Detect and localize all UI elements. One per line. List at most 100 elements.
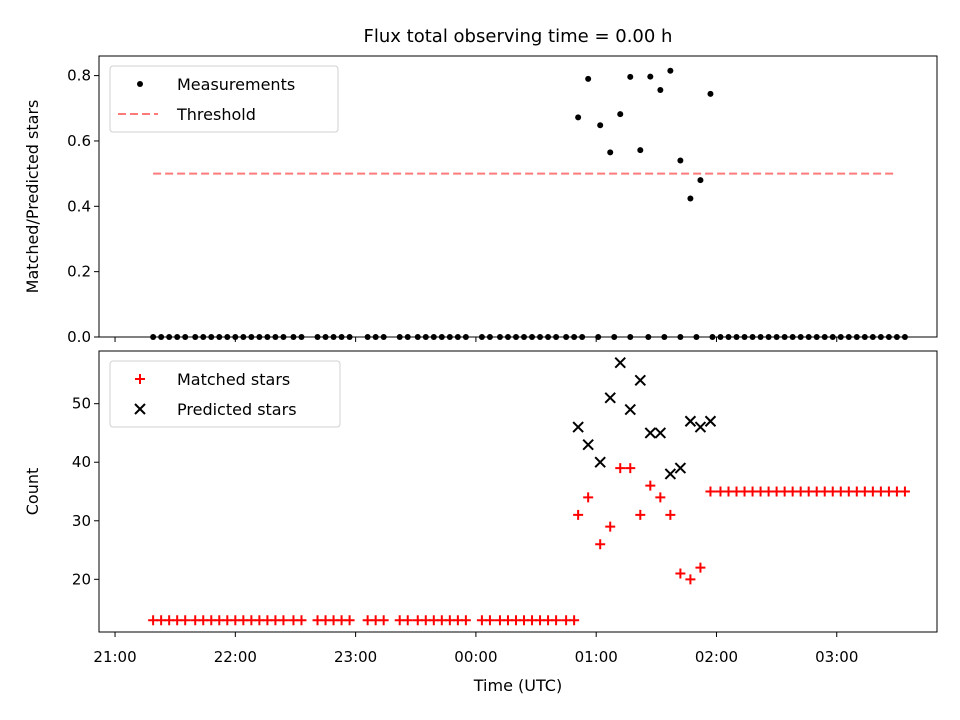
measurement-point (232, 334, 239, 340)
measurement-point (869, 334, 876, 340)
predicted-star-marker (624, 403, 636, 416)
measurement-point (322, 334, 329, 340)
measurement-point (208, 334, 215, 340)
matched-star-marker (645, 480, 656, 491)
measurement-point (877, 334, 884, 340)
measurement-point (192, 334, 199, 340)
measurement-point (200, 334, 207, 340)
matched-star-marker (635, 509, 646, 520)
matched-star-marker (605, 521, 616, 532)
measurement-point (364, 334, 371, 340)
matched-star-marker (378, 615, 389, 626)
y-axis-label: Matched/Predicted stars (23, 100, 42, 294)
matched-star-marker (675, 568, 686, 579)
measurement-point (901, 334, 908, 340)
measurement-point (280, 334, 287, 340)
predicted-star-marker (644, 427, 657, 439)
measurement-point (893, 334, 900, 340)
measurement-point (645, 334, 652, 340)
measurement-point (224, 334, 231, 340)
predicted-star-marker (582, 438, 594, 451)
measurement-point (496, 334, 503, 340)
legend-label: Matched stars (177, 370, 290, 389)
measurement-point (454, 334, 461, 340)
measurement-point (595, 334, 602, 340)
predicted-star-marker (684, 415, 697, 427)
measurement-point (478, 334, 485, 340)
measurement-point (637, 147, 644, 154)
measurement-point (813, 334, 820, 340)
measurement-point (861, 334, 868, 340)
measurement-point (290, 334, 297, 340)
matched-star-marker (573, 509, 584, 520)
measurement-point (657, 86, 664, 93)
measurement-point (749, 334, 756, 340)
chart-title: Flux total observing time = 0.00 h (364, 26, 673, 47)
y-tick-label: 0.6 (67, 132, 91, 150)
predicted-star-marker (594, 456, 606, 468)
measurement-point (647, 73, 654, 80)
matched-star-marker (655, 492, 666, 503)
matched-star-marker (278, 615, 289, 626)
measurement-point (571, 334, 578, 340)
measurement-point (330, 334, 337, 340)
matched-star-marker (180, 615, 191, 626)
predicted-star-marker (694, 421, 707, 433)
measurement-point (338, 334, 345, 340)
legend-label: Predicted stars (177, 400, 297, 419)
measurement-point (805, 334, 812, 340)
measurement-point (733, 334, 740, 340)
measurement-point (797, 334, 804, 340)
measurement-point (504, 334, 511, 340)
matched-star-marker (551, 615, 562, 626)
x-tick-label: 23:00 (334, 648, 377, 666)
measurement-point (575, 114, 582, 121)
measurement-point (182, 334, 189, 340)
matched-star-marker (899, 486, 910, 497)
measurement-point (216, 334, 223, 340)
y-tick-label: 20 (72, 570, 91, 588)
x-tick-label: 02:00 (695, 648, 738, 666)
measurement-point (837, 334, 844, 340)
matched-star-marker (296, 615, 307, 626)
measurement-point (256, 334, 263, 340)
x-axis-label: Time (UTC) (473, 676, 562, 695)
y-tick-label: 0.0 (67, 328, 91, 346)
legend-label: Measurements (177, 75, 295, 94)
measurement-point (264, 334, 271, 340)
predicted-star-marker (664, 468, 677, 480)
measurement-point (773, 334, 780, 340)
measurement-point (667, 67, 674, 74)
measurement-point (529, 334, 536, 340)
measurement-point (537, 334, 544, 340)
x-tick-label: 00:00 (454, 648, 497, 666)
measurement-point (372, 334, 379, 340)
measurement-point (430, 334, 437, 340)
measurement-point (563, 334, 570, 340)
measurement-point (709, 334, 716, 340)
measurement-point (404, 334, 411, 340)
measurement-point (627, 73, 634, 80)
matched-star-marker (685, 574, 696, 585)
bottom-panel: 20 30 40 50 21:00 22:00 23:00 00:00 01:00 02:00 03… (23, 350, 938, 695)
predicted-star-marker (604, 392, 616, 404)
measurement-point (687, 195, 694, 202)
matched-star-marker (484, 615, 495, 626)
measurement-point (579, 334, 586, 340)
predicted-star-marker (704, 415, 717, 427)
matched-star-marker (615, 463, 626, 474)
legend-measurement-swatch (137, 81, 143, 87)
measurement-point (707, 90, 714, 97)
measurement-point (380, 334, 387, 340)
measurement-point (553, 334, 560, 340)
matched-star-marker (569, 615, 580, 626)
measurement-point (829, 334, 836, 340)
x-tick-label: 01:00 (575, 648, 618, 666)
matched-star-marker (705, 486, 716, 497)
y-tick-label: 0.4 (67, 197, 91, 215)
measurement-point (765, 334, 772, 340)
matched-star-marker (695, 562, 706, 573)
measurement-point (853, 334, 860, 340)
predicted-star-marker (654, 427, 667, 439)
